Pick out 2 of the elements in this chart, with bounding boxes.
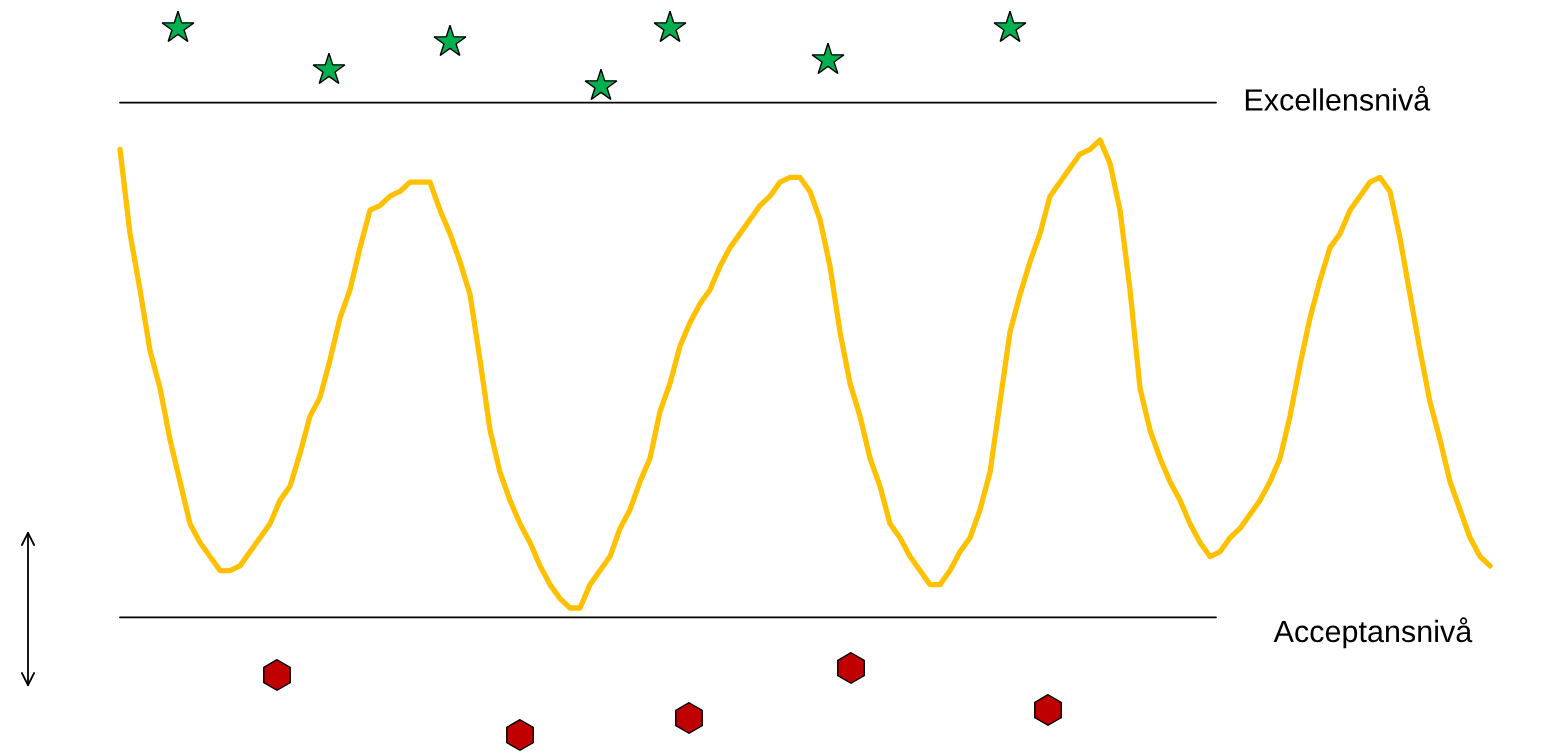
ref-line-label: Excellensnivå xyxy=(1245,85,1431,111)
ref-line-label: Acceptansnivå xyxy=(1273,617,1473,649)
